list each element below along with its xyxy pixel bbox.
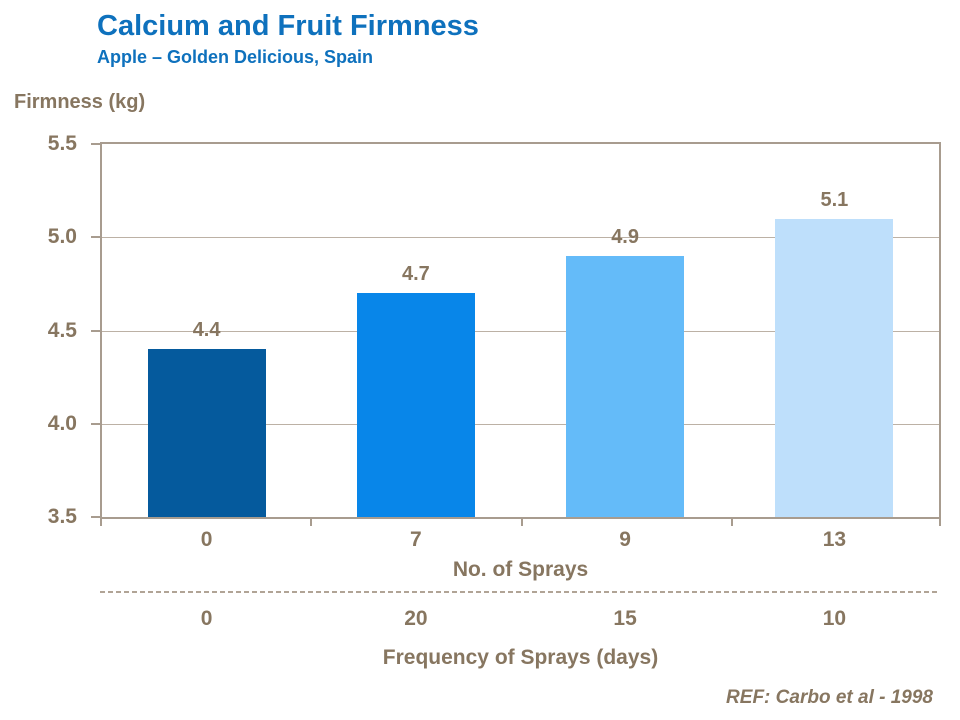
gridline (102, 237, 939, 239)
bar-chart-plot-area (100, 142, 941, 519)
y-tick-mark (91, 422, 100, 425)
y-tick-mark (91, 143, 100, 145)
y-tick-label: 5.5 (47, 132, 77, 155)
bar (775, 218, 894, 517)
y-tick-label: 5.0 (47, 225, 77, 249)
y-tick-mark (91, 236, 100, 239)
dashed-separator-line (100, 591, 940, 593)
gridline (102, 423, 939, 425)
x-tick-mark (310, 519, 313, 526)
reference-note: REF: Carbo et al - 1998 (726, 687, 933, 708)
secondary-category-label: 10 (822, 607, 847, 630)
x-tick-mark (100, 519, 102, 526)
x-category-label: 9 (619, 528, 631, 551)
x-tick-mark (730, 519, 733, 526)
page-title: Calcium and Fruit Firmness (97, 10, 479, 42)
x-tick-mark (939, 519, 941, 526)
page-subtitle: Apple – Golden Delicious, Spain (97, 47, 374, 67)
x-category-label: 13 (822, 528, 847, 551)
y-tick-label: 4.0 (47, 411, 77, 435)
x-category-label: 7 (410, 528, 422, 551)
x-tick-mark (520, 519, 523, 526)
gridline (102, 330, 939, 332)
y-tick-mark (91, 329, 100, 332)
bar (566, 255, 685, 517)
secondary-x-axis-title: Frequency of Sprays (days) (382, 646, 659, 669)
y-tick-label: 4.5 (47, 318, 77, 342)
x-axis-title: No. of Sprays (452, 558, 589, 581)
y-tick-mark (91, 516, 100, 518)
secondary-category-label: 15 (613, 607, 637, 630)
y-tick-label: 3.5 (47, 505, 77, 528)
bar (356, 293, 475, 517)
bar (147, 349, 266, 517)
x-category-label: 0 (200, 528, 213, 551)
y-axis-title: Firmness (kg) (14, 91, 146, 113)
secondary-category-label: 0 (200, 607, 213, 630)
secondary-category-label: 20 (404, 607, 428, 630)
